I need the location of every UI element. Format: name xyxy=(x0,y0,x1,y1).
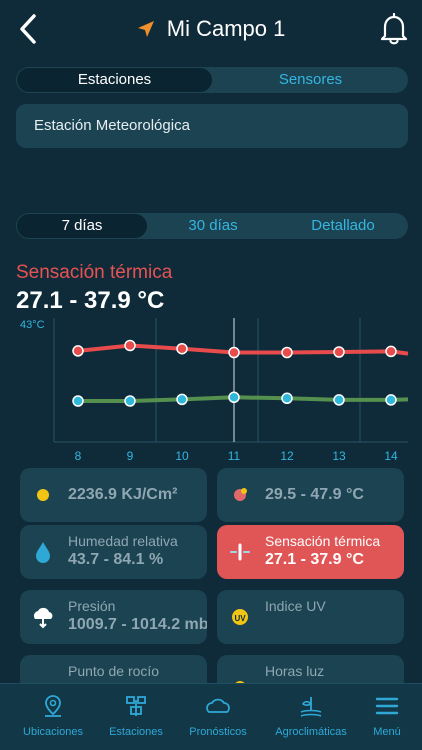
x-tick-label: 10 xyxy=(175,449,189,463)
nav-item-ubicaciones[interactable]: Ubicaciones xyxy=(16,684,90,750)
nav-item-menu[interactable]: Menú xyxy=(366,684,408,750)
nav-item-estaciones[interactable]: Estaciones xyxy=(102,684,170,750)
card-pressure[interactable]: Presión 1009.7 - 1014.2 mb xyxy=(20,590,207,644)
x-tick-label: 8 xyxy=(75,449,82,463)
data-point xyxy=(176,393,188,406)
thermal-sensation-chart: 43°C 8 9 10 11 12 13 14 xyxy=(20,318,409,463)
data-point xyxy=(228,391,240,404)
data-point xyxy=(72,345,84,357)
bell-icon[interactable] xyxy=(378,12,410,46)
x-tick-label: 13 xyxy=(332,449,346,463)
forecast-cloud-icon xyxy=(206,698,230,713)
data-point xyxy=(333,394,345,406)
menu-icon xyxy=(375,697,399,715)
data-point xyxy=(176,342,188,355)
nav-label: Pronósticos xyxy=(189,726,247,738)
card-thermal-sensation[interactable]: Sensación térmica 27.1 - 37.9 °C xyxy=(217,525,404,579)
nav-label: Menú xyxy=(373,726,401,738)
card-uv-index[interactable]: UV Indice UV xyxy=(217,590,404,644)
data-point xyxy=(281,392,293,405)
x-tick-label: 14 xyxy=(384,449,398,463)
station-selector[interactable]: Estación Meteorológica xyxy=(16,104,408,148)
page-title-wrap: Mi Campo 1 xyxy=(0,16,422,42)
tab-7-dias[interactable]: 7 días xyxy=(17,214,147,238)
data-point xyxy=(281,346,293,359)
data-point xyxy=(124,339,136,352)
card-label: Indice UV xyxy=(265,598,326,614)
x-tick-label: 12 xyxy=(280,449,294,463)
card-label: Humedad relativa xyxy=(68,533,178,549)
tab-detallado[interactable]: Detallado xyxy=(311,217,375,234)
metric-title: Sensación térmica xyxy=(16,262,173,283)
thermal-sensation-icon xyxy=(230,543,250,561)
y-top-label: 43°C xyxy=(20,319,45,331)
nav-item-agroclimaticas[interactable]: Agroclimáticas xyxy=(266,684,356,750)
agroclimatic-icon xyxy=(300,697,322,717)
x-tick-label: 9 xyxy=(127,449,134,463)
radiation-icon xyxy=(37,489,49,501)
nav-label: Estaciones xyxy=(109,726,163,738)
card-value: 43.7 - 84.1 % xyxy=(68,551,164,568)
series-line-1 xyxy=(77,343,409,356)
card-value: 1009.7 - 1014.2 mb xyxy=(68,616,207,633)
card-value: 2236.9 KJ/Cm² xyxy=(68,486,178,503)
card-value: 27.1 - 37.9 °C xyxy=(265,551,364,568)
tab-30-dias[interactable]: 30 días xyxy=(188,217,238,234)
card-label: Punto de rocío xyxy=(68,663,160,679)
temperature-icon xyxy=(234,488,247,501)
station-icon xyxy=(126,696,146,716)
data-point xyxy=(385,345,397,358)
source-tabs: Estaciones Sensores xyxy=(16,67,408,93)
svg-text:UV: UV xyxy=(234,614,246,623)
bottom-nav: Ubicaciones Estaciones Pronósticos Agroc… xyxy=(0,683,422,750)
humidity-drop-icon xyxy=(36,542,50,563)
data-point xyxy=(228,346,240,359)
tab-sensores[interactable]: Sensores xyxy=(278,71,343,88)
data-point xyxy=(385,394,397,406)
header: Mi Campo 1 xyxy=(0,0,422,60)
location-pin-icon xyxy=(45,695,61,717)
card-radiation[interactable]: 2236.9 KJ/Cm² xyxy=(20,468,207,522)
range-tabs: 7 días 30 días Detallado xyxy=(16,213,408,239)
x-tick-label: 11 xyxy=(228,449,241,463)
pressure-icon xyxy=(33,607,53,629)
uv-index-icon: UV xyxy=(232,609,248,625)
data-point xyxy=(124,395,136,407)
card-value: 29.5 - 47.9 °C xyxy=(265,486,364,503)
series-line-2 xyxy=(78,395,409,403)
card-temperature[interactable]: 29.5 - 47.9 °C xyxy=(217,468,404,522)
data-point xyxy=(333,346,345,358)
card-label: Sensación térmica xyxy=(265,533,381,549)
location-arrow-icon xyxy=(137,21,154,37)
metric-value: 27.1 - 37.9 °C xyxy=(16,287,165,314)
card-label: Horas luz xyxy=(265,663,325,679)
card-label: Presión xyxy=(68,598,116,614)
nav-item-pronosticos[interactable]: Pronósticos xyxy=(182,684,254,750)
back-arrow-icon[interactable] xyxy=(14,12,44,46)
page-title: Mi Campo 1 xyxy=(166,16,286,41)
card-humidity[interactable]: Humedad relativa 43.7 - 84.1 % xyxy=(20,525,207,579)
nav-label: Ubicaciones xyxy=(23,726,83,738)
nav-label: Agroclimáticas xyxy=(275,726,347,738)
tab-estaciones[interactable]: Estaciones xyxy=(17,68,212,92)
data-point xyxy=(72,395,84,407)
